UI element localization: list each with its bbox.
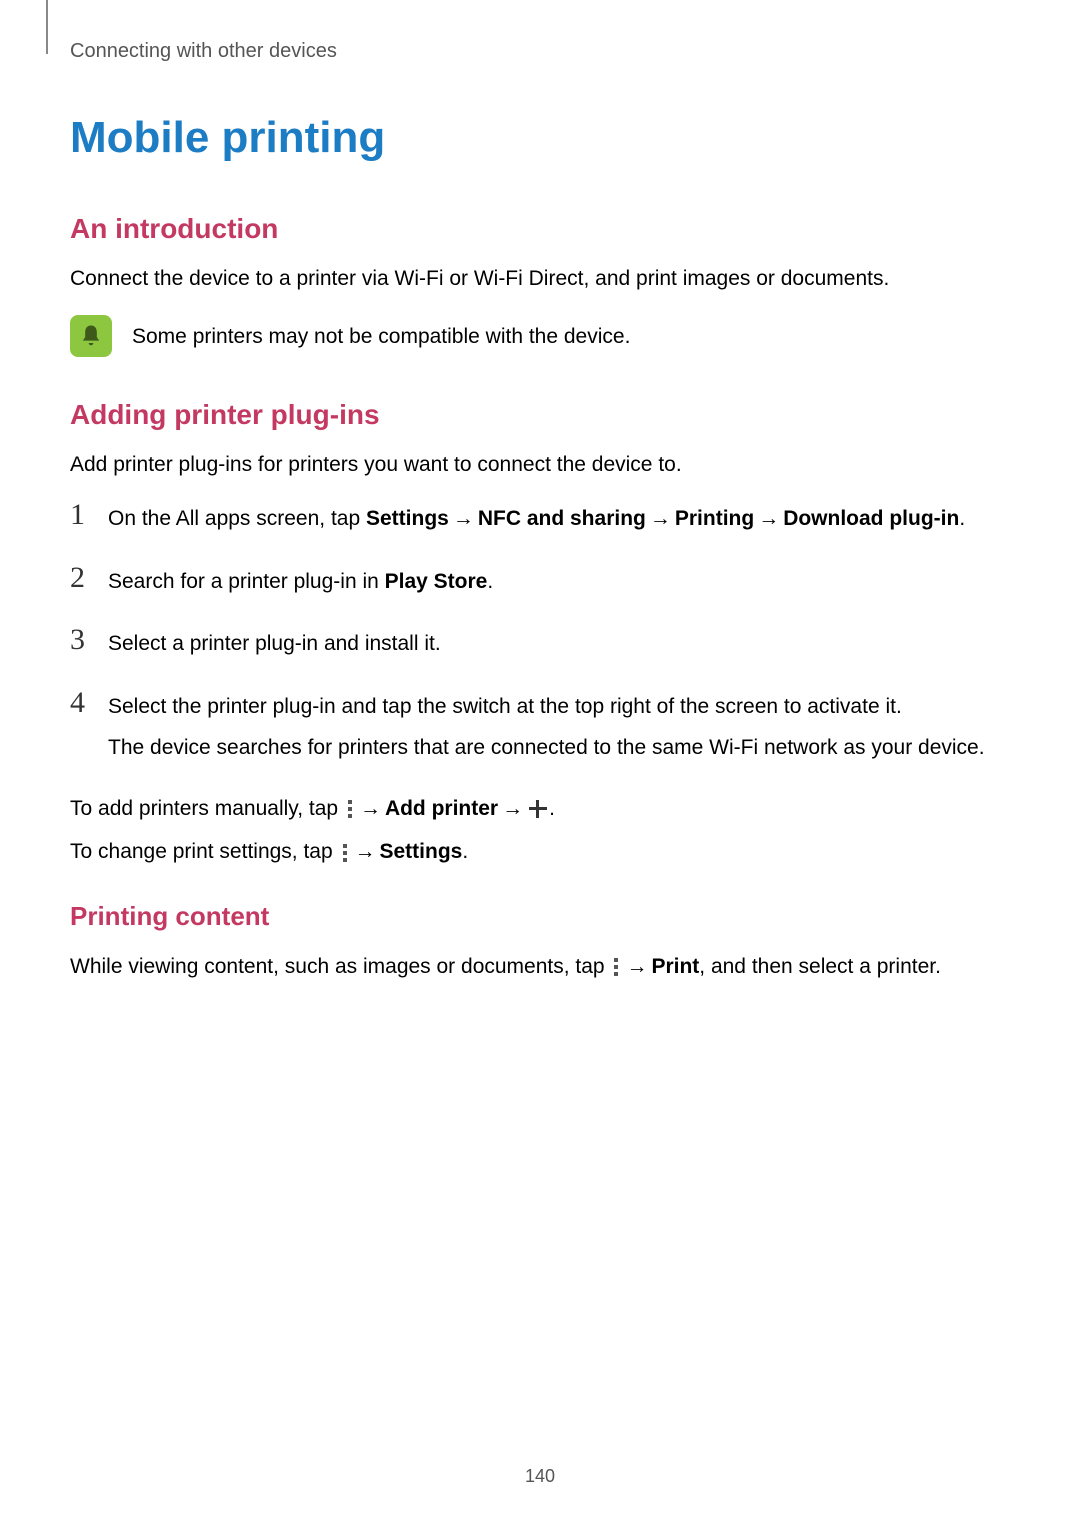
settings-b1: Settings: [380, 840, 463, 863]
step-1: 1 On the All apps screen, tap Settings→N…: [70, 500, 1010, 535]
step1-prefix: On the All apps screen, tap: [108, 507, 366, 530]
step4-line1: Select the printer plug-in and tap the s…: [108, 691, 985, 723]
step-number-4: 4: [70, 688, 92, 718]
arrow-icon: →: [355, 840, 376, 863]
settings-prefix: To change print settings, tap: [70, 840, 339, 863]
step1-b1: Settings: [366, 507, 449, 530]
plugins-body: Add printer plug-ins for printers you wa…: [70, 449, 1010, 481]
plugins-heading: Adding printer plug-ins: [70, 399, 1010, 431]
arrow-icon: →: [626, 955, 647, 978]
step2-b1: Play Store: [385, 570, 488, 593]
main-title: Mobile printing: [70, 113, 1010, 163]
settings-suffix: .: [462, 840, 468, 863]
manual-suffix: .: [549, 797, 555, 820]
more-icon: [346, 799, 354, 819]
printing-suffix: , and then select a printer.: [699, 955, 941, 978]
manual-prefix: To add printers manually, tap: [70, 797, 344, 820]
settings-text: To change print settings, tap →Settings.: [70, 835, 1010, 869]
more-icon: [612, 957, 620, 977]
step2-prefix: Search for a printer plug-in in: [108, 570, 385, 593]
intro-heading: An introduction: [70, 213, 1010, 245]
bell-note-icon: [70, 315, 112, 357]
step-2-text: Search for a printer plug-in in Play Sto…: [108, 563, 493, 598]
printing-prefix: While viewing content, such as images or…: [70, 955, 610, 978]
step1-b4: Download plug-in: [783, 507, 959, 530]
step-1-text: On the All apps screen, tap Settings→NFC…: [108, 500, 965, 535]
plus-icon: [529, 800, 547, 818]
arrow-icon: →: [650, 507, 671, 530]
note-text: Some printers may not be compatible with…: [132, 315, 630, 353]
step1-suffix: .: [959, 507, 965, 530]
step-3-text: Select a printer plug-in and install it.: [108, 625, 441, 660]
arrow-icon: →: [502, 797, 523, 820]
step2-suffix: .: [487, 570, 493, 593]
intro-body: Connect the device to a printer via Wi-F…: [70, 263, 1010, 295]
step-2: 2 Search for a printer plug-in in Play S…: [70, 563, 1010, 598]
arrow-icon: →: [453, 507, 474, 530]
note-row: Some printers may not be compatible with…: [70, 315, 1010, 357]
manual-add-text: To add printers manually, tap →Add print…: [70, 792, 1010, 826]
step-number-2: 2: [70, 563, 92, 593]
step-3: 3 Select a printer plug-in and install i…: [70, 625, 1010, 660]
step-4: 4 Select the printer plug-in and tap the…: [70, 688, 1010, 764]
page-container: Connecting with other devices Mobile pri…: [0, 0, 1080, 1527]
printing-b1: Print: [651, 955, 699, 978]
step-number-1: 1: [70, 500, 92, 530]
printing-body: While viewing content, such as images or…: [70, 950, 1010, 984]
step1-b3: Printing: [675, 507, 754, 530]
manual-b1: Add printer: [385, 797, 498, 820]
step4-line2: The device searches for printers that ar…: [108, 732, 985, 764]
arrow-icon: →: [758, 507, 779, 530]
breadcrumb: Connecting with other devices: [70, 40, 1010, 63]
step-number-3: 3: [70, 625, 92, 655]
more-icon: [341, 843, 349, 863]
page-number: 140: [525, 1466, 555, 1487]
step-4-text: Select the printer plug-in and tap the s…: [108, 688, 985, 764]
printing-heading: Printing content: [70, 901, 1010, 932]
arrow-icon: →: [360, 797, 381, 820]
step-list: 1 On the All apps screen, tap Settings→N…: [70, 500, 1010, 764]
step1-b2: NFC and sharing: [478, 507, 646, 530]
